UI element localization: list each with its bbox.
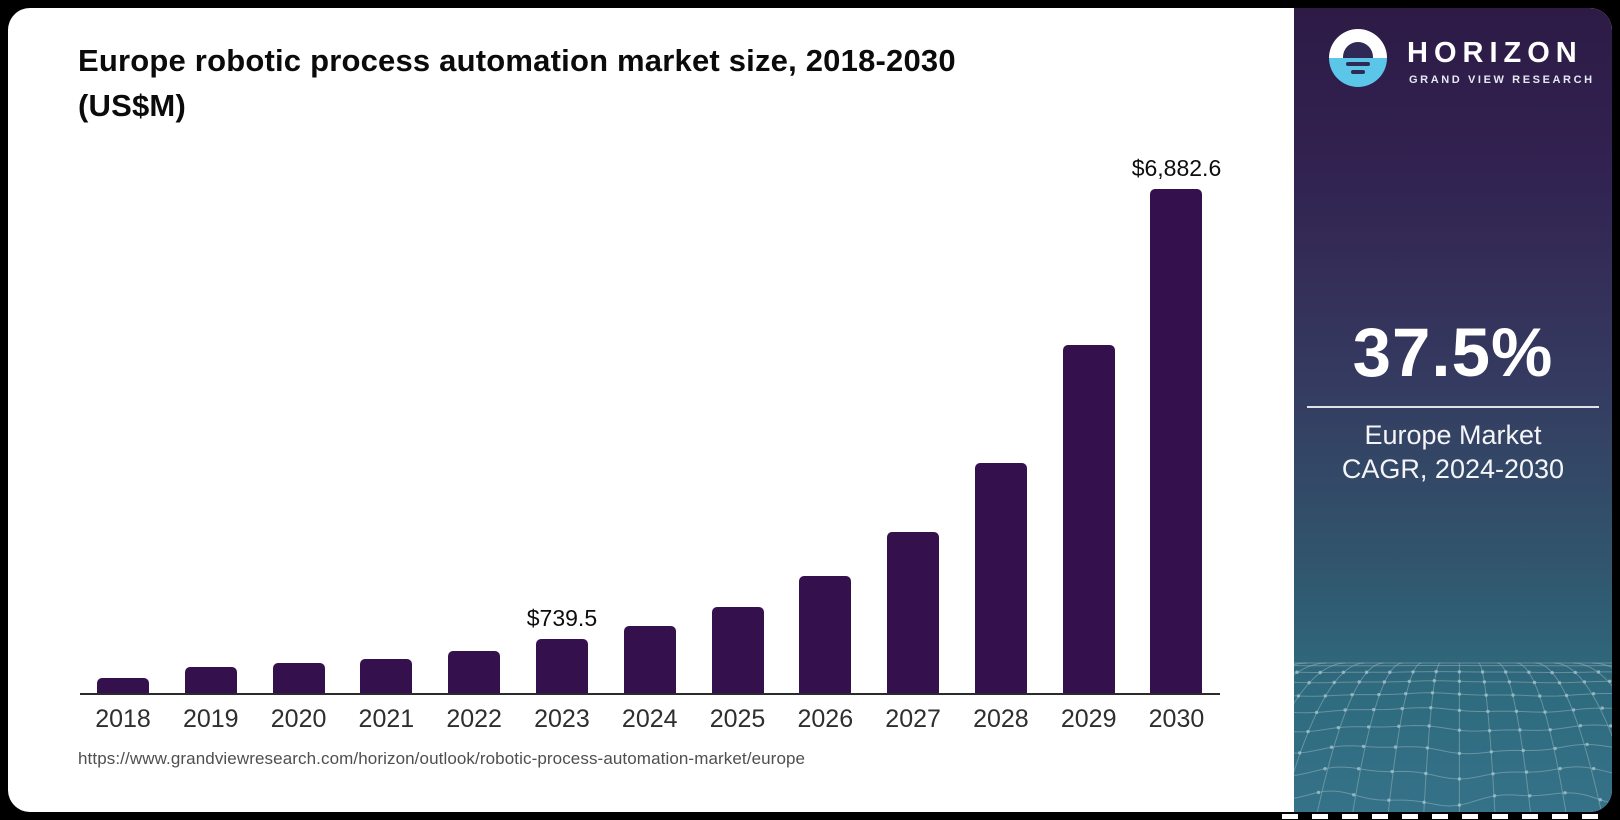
logo-reflection-line [1351,70,1365,74]
x-axis-label-2028: 2028 [973,705,1029,733]
x-axis-line [80,693,1220,695]
chart-title-line1: Europe robotic process automation market… [78,43,956,78]
x-axis-label-2029: 2029 [1060,705,1117,733]
brand-logo: HORIZON GRAND VIEW RESEARCH [1294,8,1612,118]
cagr-stat-block: 37.5% Europe Market CAGR, 2024-2030 [1294,314,1612,486]
data-label-2023: $739.5 [526,604,598,631]
bar-2023 [535,638,588,693]
x-axis-label-2019: 2019 [182,705,239,733]
x-axis-label-2030: 2030 [1148,705,1205,733]
cagr-label: Europe Market CAGR, 2024-2030 [1294,418,1612,486]
bar-2028 [974,463,1027,693]
brand-subtitle: GRAND VIEW RESEARCH [1409,74,1595,86]
x-axis-label-2024: 2024 [621,705,678,733]
bar-2019 [184,667,237,693]
x-axis-label-2018: 2018 [95,705,151,733]
bar-2021 [360,658,413,693]
page-title: Europe robotic process automation market… [78,38,1228,128]
x-axis-label-2022: 2022 [446,705,502,733]
sun-icon [1343,42,1373,58]
bar-2030 [1150,189,1203,693]
bar-chart: 2018 2019 2020 2021 2022 2023 2024 2025 2026 2027… [8,8,1612,812]
chart-title-line2: (US$M) [78,88,186,123]
cagr-value: 37.5% [1352,314,1554,391]
bar-2024 [623,625,676,693]
bar-2025 [711,606,764,693]
sidebar: HORIZON GRAND VIEW RESEARCH 37.5% Europe… [1294,8,1612,812]
bar-2027 [887,531,940,693]
bottom-edge-dashes [1282,814,1612,819]
stat-divider [1307,406,1599,408]
bar-2018 [97,677,149,693]
report-card: Europe robotic process automation market… [8,8,1612,812]
cagr-label-line2: CAGR, 2024-2030 [1341,454,1565,484]
x-axis-label-2027: 2027 [885,705,941,733]
bar-2020 [272,662,325,693]
source-url: https://www.grandviewresearch.com/horizo… [78,749,806,768]
x-axis-label-2025: 2025 [709,705,766,733]
brand-name: HORIZON [1407,37,1583,69]
cagr-label-line1: Europe Market [1364,420,1542,450]
bar-2029 [1062,345,1115,693]
logo-reflection-line [1346,62,1370,66]
data-label-2030: $6,882.6 [1131,155,1222,181]
bar-2022 [448,650,501,693]
x-axis-label-2021: 2021 [358,705,415,733]
bar-2026 [799,575,852,693]
wireframe-mesh [1294,662,1612,812]
x-axis-label-2026: 2026 [797,705,854,733]
x-axis-label-2023: 2023 [534,705,590,733]
horizon-logo-icon [1329,29,1387,87]
x-axis-label-2020: 2020 [270,705,327,733]
